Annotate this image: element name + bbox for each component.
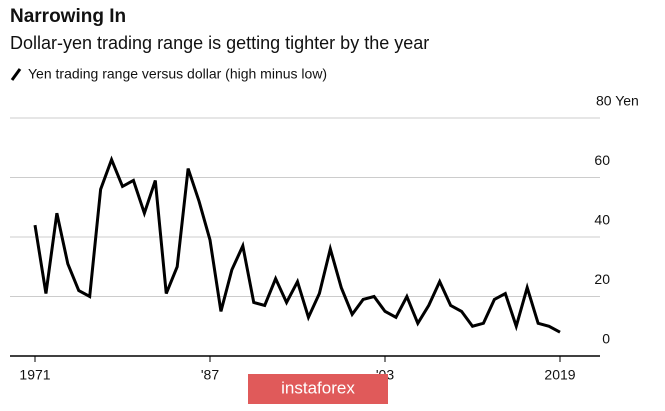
- legend-label: Yen trading range versus dollar (high mi…: [28, 66, 327, 82]
- y-tick-label: 40: [594, 212, 610, 228]
- chart-subtitle: Dollar-yen trading range is getting tigh…: [10, 33, 429, 53]
- watermark-text: instaforex: [281, 378, 355, 397]
- y-tick-label: 0: [602, 331, 610, 347]
- x-tick-label: 1971: [19, 367, 50, 383]
- x-tick-label: '87: [201, 367, 219, 383]
- watermark: instaforex: [248, 374, 388, 404]
- y-tick-label: 20: [594, 271, 610, 287]
- legend-icon: [10, 68, 22, 81]
- watermark-box: [248, 374, 388, 404]
- chart-title: Narrowing In: [10, 6, 126, 27]
- data-line: [33, 155, 561, 334]
- x-tick-label: 2019: [544, 367, 575, 383]
- y-tick-label: 60: [594, 152, 610, 168]
- y-tick-label: 80 Yen: [596, 93, 639, 109]
